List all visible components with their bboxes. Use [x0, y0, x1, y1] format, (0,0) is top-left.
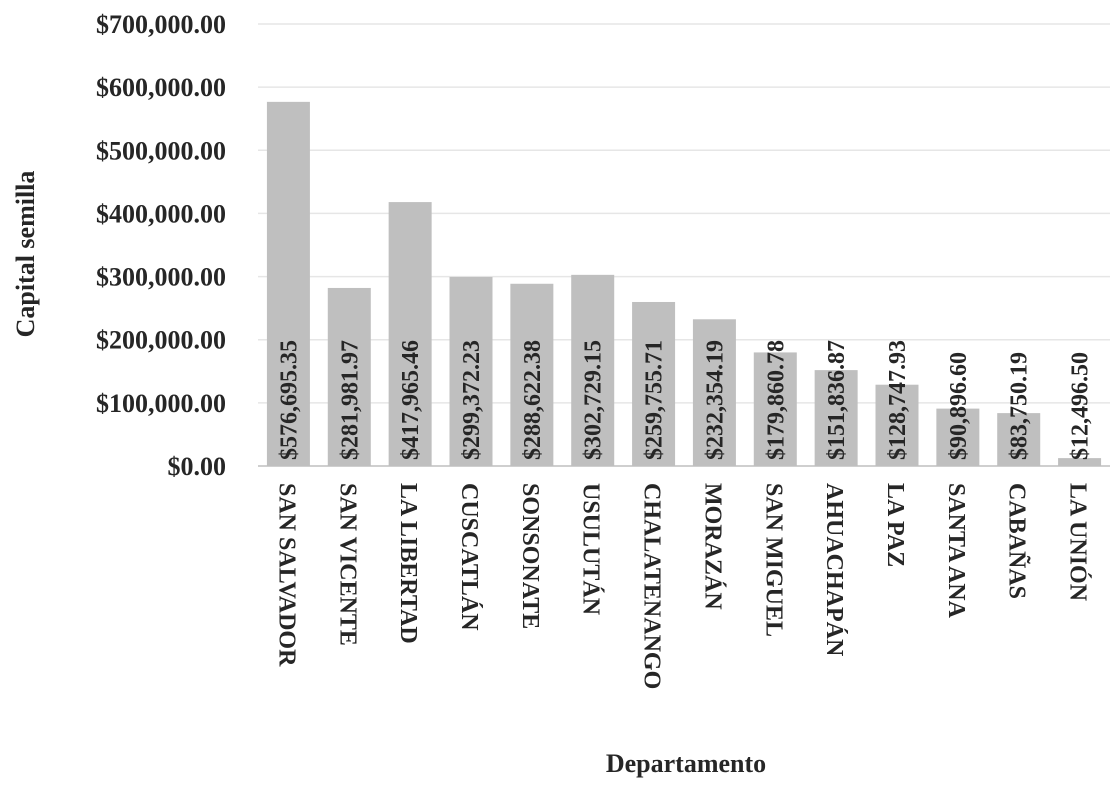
- data-label: $90,896.60: [946, 352, 972, 460]
- data-label: $83,750.19: [1007, 352, 1033, 460]
- y-tick-label: $0.00: [168, 452, 227, 481]
- x-tick-label: SAN VICENTE: [334, 483, 360, 646]
- bar: [632, 301, 676, 466]
- bars: [266, 101, 1102, 467]
- data-label: $302,729.15: [581, 340, 607, 460]
- data-label: $151,836.87: [824, 340, 850, 460]
- data-labels: $576,695.35 $281,981.97 $417,965.46 $299,37…: [276, 340, 1093, 460]
- y-tick-label: $300,000.00: [96, 263, 226, 292]
- data-label: $288,622.38: [520, 340, 546, 460]
- y-tick-label: $200,000.00: [96, 326, 226, 355]
- bar: [997, 413, 1041, 466]
- x-tick-label: MORAZÁN: [699, 483, 725, 610]
- bar: [327, 287, 371, 466]
- data-label: $299,372.23: [459, 340, 485, 460]
- bar: [814, 370, 858, 466]
- data-label: $128,747.93: [885, 340, 911, 460]
- data-label: $12,496.50: [1068, 352, 1094, 460]
- data-label: $232,354.19: [702, 340, 728, 460]
- x-tick-label: SANTA ANA: [943, 483, 969, 619]
- data-label: $576,695.35: [276, 340, 302, 460]
- x-tick-label: CHALATENANGO: [639, 483, 665, 689]
- y-tick-label: $100,000.00: [96, 389, 226, 418]
- x-tick-label: CABAÑAS: [1004, 483, 1030, 599]
- x-axis-ticks: SAN SALVADOR SAN VICENTE LA LIBERTAD CUSCAT…: [273, 483, 1091, 689]
- y-tick-label: $500,000.00: [96, 136, 226, 165]
- x-tick-label: USULUTÁN: [578, 483, 604, 616]
- x-tick-label: LA UNIÓN: [1065, 483, 1092, 602]
- x-tick-label: LA LIBERTAD: [395, 483, 421, 644]
- x-tick-label: SAN SALVADOR: [273, 483, 299, 667]
- x-tick-label: AHUACHAPÁN: [821, 483, 847, 657]
- bar: [388, 202, 432, 467]
- data-label: $281,981.97: [337, 340, 363, 460]
- data-label: $179,860.78: [763, 340, 789, 460]
- y-tick-label: $600,000.00: [96, 73, 226, 102]
- bar: [753, 352, 797, 466]
- y-axis-title: Capital semilla: [11, 171, 40, 338]
- data-label: $417,965.46: [398, 340, 424, 460]
- bar: [875, 384, 919, 466]
- x-tick-label: SAN MIGUEL: [760, 483, 786, 637]
- bar: [692, 319, 736, 466]
- y-tick-label: $700,000.00: [96, 10, 226, 39]
- y-tick-label: $400,000.00: [96, 199, 226, 228]
- x-axis-title: Departamento: [606, 749, 766, 778]
- gridlines: [258, 23, 1110, 467]
- bar: [1058, 458, 1102, 466]
- data-label: $259,755.71: [642, 340, 668, 460]
- x-tick-label: LA PAZ: [882, 483, 908, 567]
- x-tick-label: CUSCATLÁN: [456, 483, 482, 631]
- x-tick-label: SONSONATE: [517, 483, 543, 629]
- bar: [266, 101, 310, 466]
- bar: [449, 276, 493, 466]
- bar: [510, 283, 554, 466]
- bar: [571, 274, 615, 466]
- y-axis-ticks: $0.00 $100,000.00 $200,000.00 $300,000.00 $4…: [96, 10, 226, 481]
- bar: [936, 408, 980, 466]
